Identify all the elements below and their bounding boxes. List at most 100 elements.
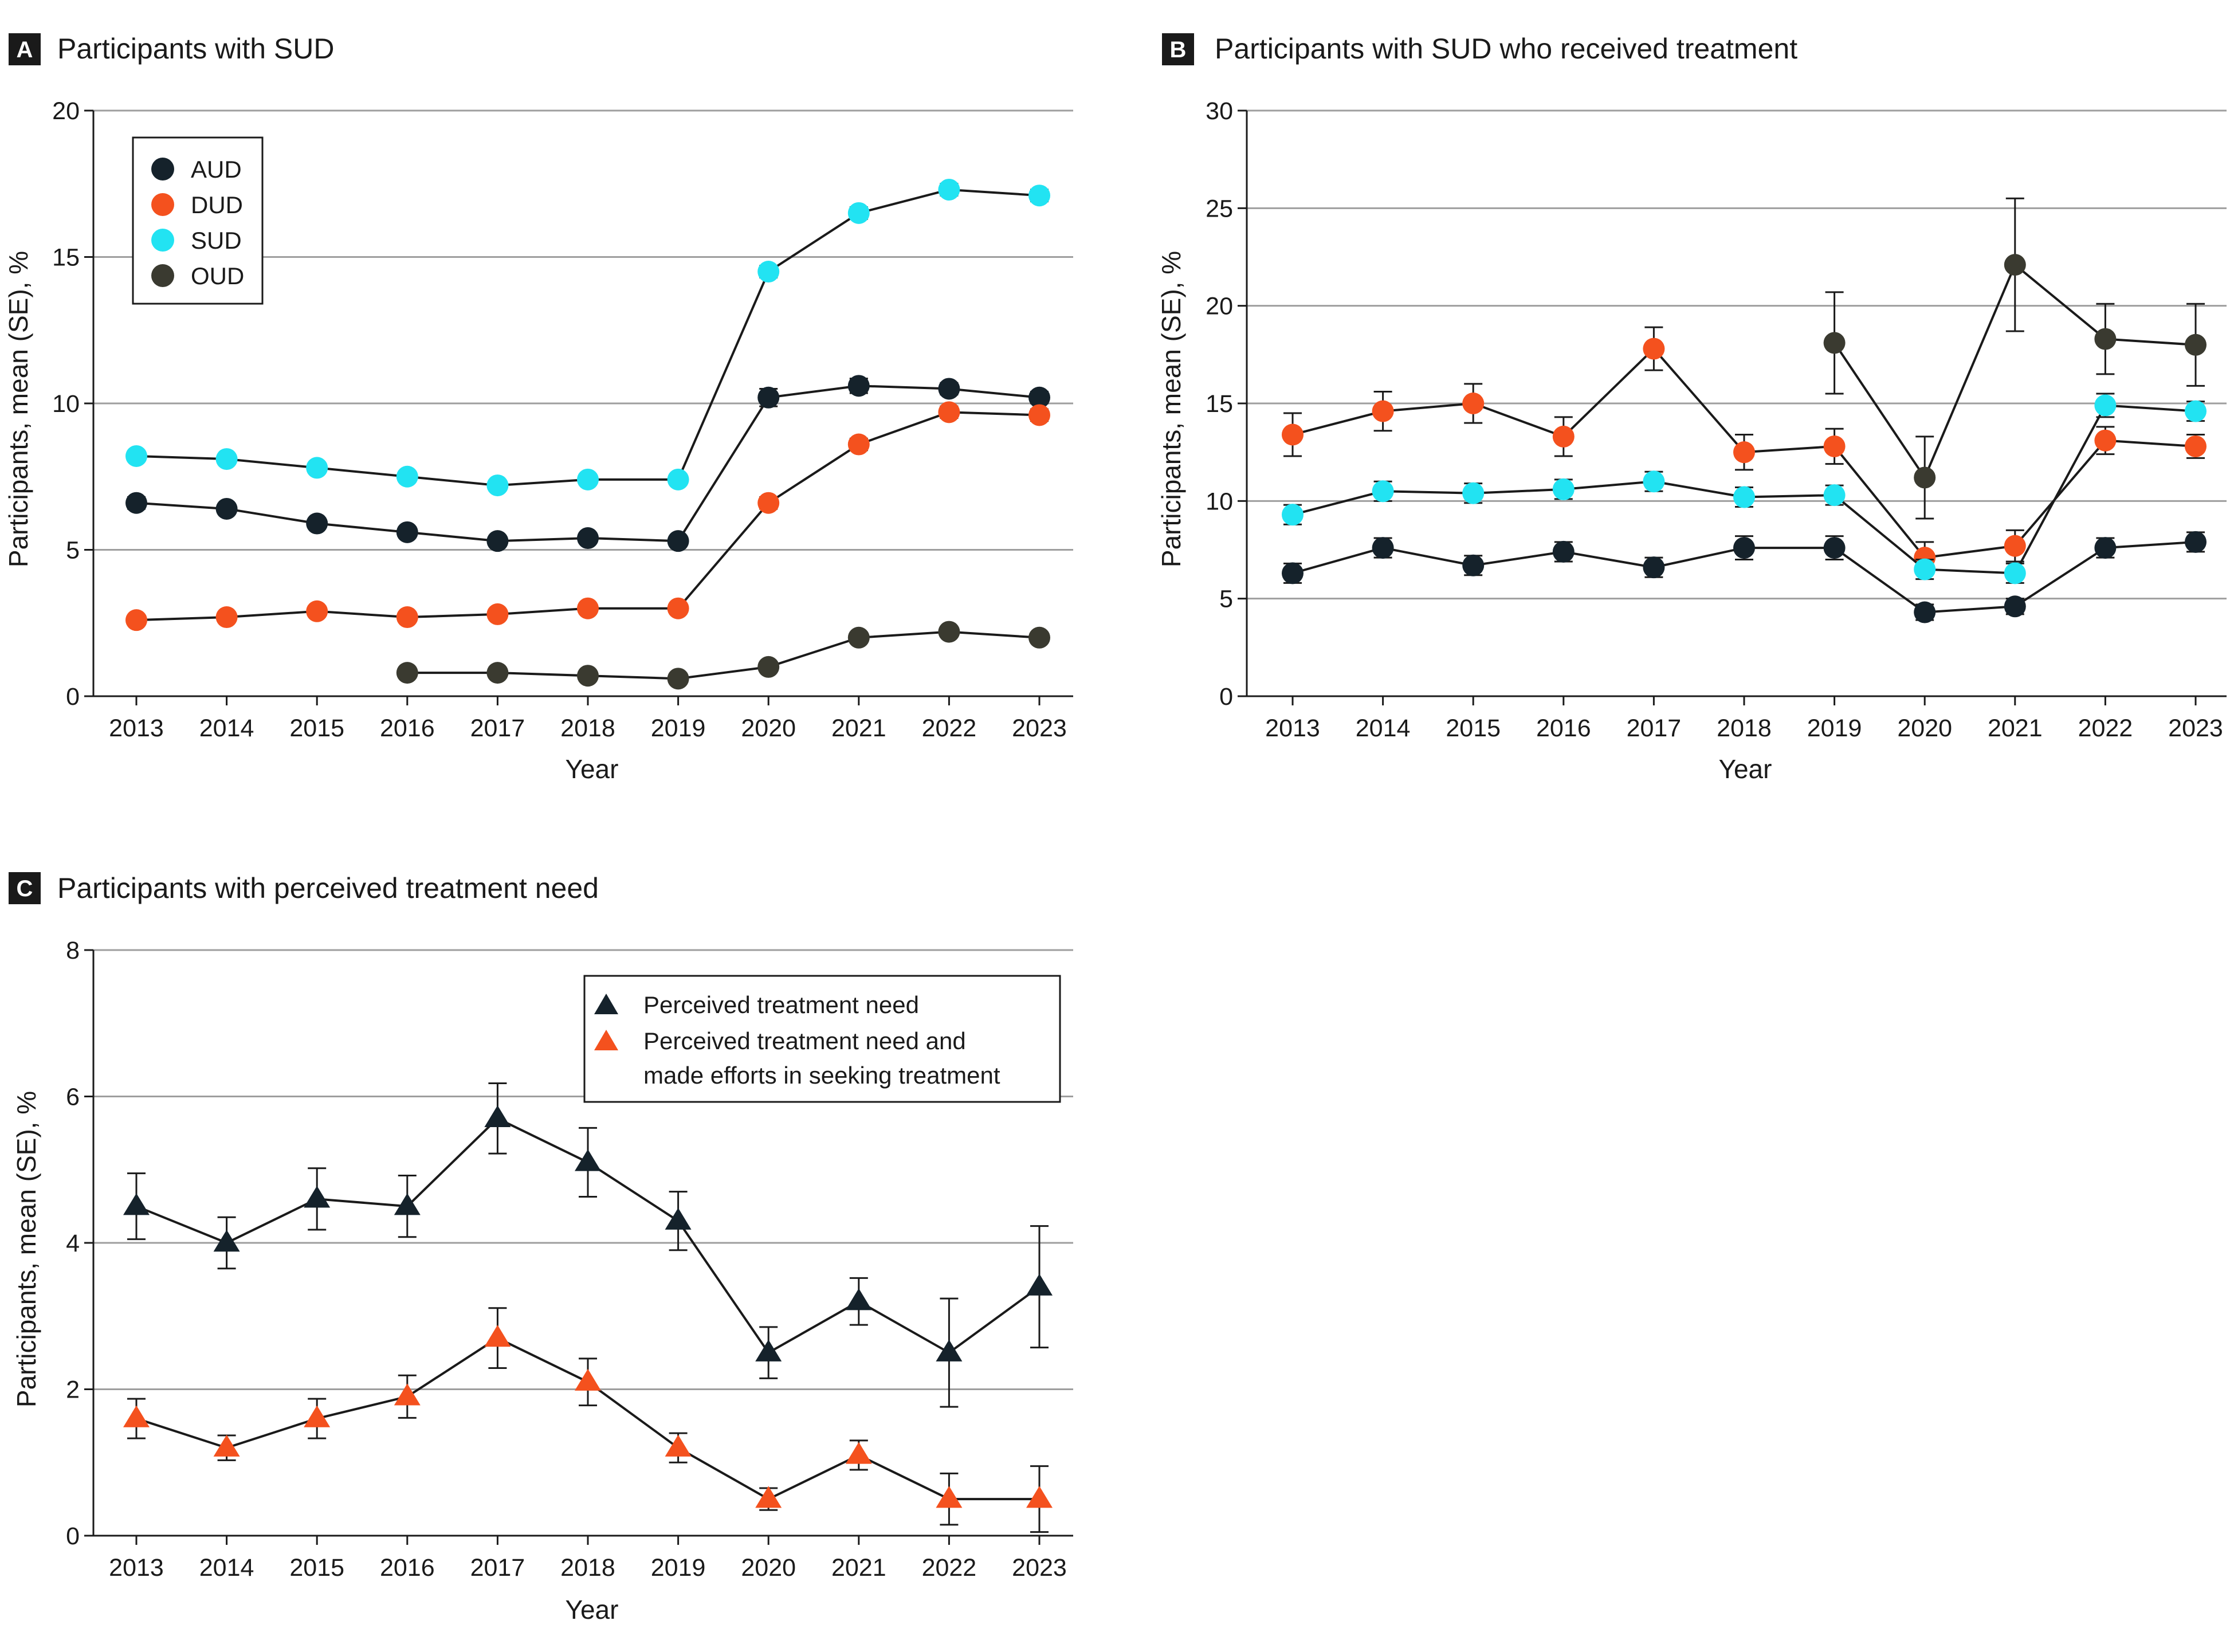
panel-a-x-tick-label: 2021 (831, 715, 886, 742)
legend-need-label: Perceived treatment need (643, 991, 919, 1018)
panel-b-series-sud-point (1462, 482, 1485, 504)
panel-b-y-tick-label: 30 (1206, 97, 1233, 125)
panel-b-series-oud-point (2094, 328, 2117, 350)
panel-c-series-perceived-treatment-need-point (845, 1288, 872, 1310)
panel-a-x-axis-title: Year (566, 754, 619, 784)
legend-dud-label: DUD (191, 191, 243, 218)
panel-c-letter: C (17, 876, 33, 901)
panel-a-series-sud-point (486, 474, 509, 497)
panel-b-x-tick-label: 2021 (1988, 715, 2043, 742)
panel-c-y-tick-label: 6 (66, 1084, 80, 1111)
panel-a-y-axis-title: Participants, mean (SE), % (3, 251, 33, 567)
panel-a-x-tick-label: 2022 (922, 715, 977, 742)
panel-c-series-perceived-treatment-need-and-made-efforts-in-seeking-treatment-point (755, 1486, 782, 1508)
panel-c-series-perceived-treatment-need-point (213, 1230, 240, 1252)
panel-a-series-aud-point (577, 527, 599, 550)
panel-b-title: Participants with SUD who received treat… (1215, 33, 1797, 65)
panel-b-series-sud-point (2094, 394, 2117, 417)
panel-b-series-sud-point (1282, 504, 1304, 526)
panel-a-series-oud-point (1028, 626, 1050, 649)
panel-b-y-tick-label: 25 (1206, 195, 1233, 222)
panel-c: C Participants with perceived treatment … (9, 872, 1073, 1624)
panel-c-series-perceived-treatment-need-point (484, 1105, 511, 1128)
panel-b-x-axis-title: Year (1719, 754, 1772, 784)
panel-b-y-axis-title: Participants, mean (SE), % (1156, 251, 1186, 567)
panel-a-letter: A (17, 37, 33, 62)
panel-b-series-sud-point (1914, 558, 1936, 580)
panel-a-series-dud-point (938, 401, 960, 423)
panel-b-series-oud-point (2185, 333, 2207, 356)
panel-b-series-aud-point (2094, 537, 2117, 559)
panel-a-series-dud-point (306, 600, 328, 622)
legend-aud-marker (151, 158, 174, 180)
panel-c-series-perceived-treatment-need-and-made-efforts-in-seeking-treatment-point (484, 1325, 511, 1347)
legend-oud-marker (151, 264, 174, 287)
panel-b-x-tick-label: 2018 (1717, 715, 1772, 742)
panel-a-series-aud-point (757, 386, 780, 409)
panel-c-series-perceived-treatment-need-and-made-efforts-in-seeking-treatment-point (936, 1486, 963, 1508)
panel-a-x-tick-label: 2019 (651, 715, 706, 742)
legend-need-effort-label-line2: made efforts in seeking treatment (643, 1062, 1000, 1089)
panel-b-y-tick-label: 20 (1206, 293, 1233, 320)
panel-c-series-perceived-treatment-need-point (755, 1339, 782, 1361)
panel-a-series-sud-point (757, 261, 780, 283)
panel-a-series-sud-point (847, 202, 870, 224)
panel-b-series-aud-point (1823, 537, 1846, 559)
panel-a-x-tick-label: 2016 (380, 715, 435, 742)
panel-a-y-tick-label: 0 (66, 683, 80, 711)
panel-c-y-tick-label: 4 (66, 1230, 80, 1257)
panel-a-x-tick-label: 2013 (109, 715, 164, 742)
panel-a-series-sud-point (306, 457, 328, 479)
panel-b-series-aud-point (1643, 556, 1665, 579)
panel-a-series-sud-point (396, 465, 418, 488)
panel-b-y-tick-label: 10 (1206, 488, 1233, 515)
panel-b-x-tick-label: 2013 (1265, 715, 1320, 742)
panel-c-x-tick-label: 2015 (289, 1554, 344, 1582)
panel-b-series-sud-point (2004, 562, 2026, 584)
panel-c-y-axis-title: Participants, mean (SE), % (11, 1091, 41, 1407)
panel-b-y-tick-label: 5 (1219, 586, 1233, 613)
panel-b-series-dud-point (1372, 400, 1394, 422)
panel-a-letter-box (9, 33, 41, 65)
panel-a-series-dud-point (1028, 404, 1050, 426)
panel-a-series-sud-point (667, 468, 689, 491)
panel-a-y-tick-label: 20 (52, 97, 80, 125)
panel-c-x-tick-label: 2022 (922, 1554, 977, 1582)
panel-c-series-perceived-treatment-need-and-made-efforts-in-seeking-treatment-point (575, 1368, 601, 1391)
panel-c-x-tick-label: 2020 (741, 1554, 796, 1582)
panel-a-series-oud-point (847, 626, 870, 649)
panel-a-series-aud-point (667, 530, 689, 552)
panel-b-series-oud-point (1914, 466, 1936, 489)
panel-b-series-aud-point (2004, 595, 2026, 618)
panel-a-series-dud-point (486, 603, 509, 625)
panel-b: B Participants with SUD who received tre… (1156, 33, 2227, 784)
panel-a-series-dud-point (757, 492, 780, 514)
legend-dud-marker (151, 193, 174, 216)
panel-b-letter: B (1170, 37, 1187, 62)
panel-a-plot: 0 5 10 15 20 2013 2014 2015 2016 2017 2018 2019 2020… (52, 97, 1073, 742)
panel-b-series-sud-point (1552, 478, 1575, 500)
panel-a-series-oud-point (757, 656, 780, 678)
panel-b-series-oud-point (1823, 332, 1846, 354)
panel-b-series-dud-point (1282, 423, 1304, 446)
panel-b-series-dud-point (2185, 435, 2207, 457)
panel-a-x-tick-label: 2020 (741, 715, 796, 742)
panel-a-series-sud-point (938, 178, 960, 201)
panel-c-title: Participants with perceived treatment ne… (57, 872, 599, 904)
panel-a-series-dud-point (396, 606, 418, 629)
panel-a-series-oud-line (407, 630, 1040, 680)
panel-b-x-tick-label: 2016 (1536, 715, 1591, 742)
panel-a-series-dud-point (847, 433, 870, 456)
panel-c-y-tick-label: 2 (66, 1376, 80, 1404)
panel-b-series-aud-point (1462, 554, 1485, 576)
panel-c-series-perceived-treatment-need-and-made-efforts-in-seeking-treatment-point (665, 1434, 692, 1457)
panel-a-series-aud-point (396, 521, 418, 543)
panel-a-x-tick-label: 2015 (289, 715, 344, 742)
panel-b-series-aud-point (2185, 531, 2207, 553)
panel-a-x-tick-label: 2018 (560, 715, 615, 742)
panel-c-series-perceived-treatment-need-and-made-efforts-in-seeking-treatment-point (1026, 1486, 1053, 1508)
legend-oud-label: OUD (191, 262, 244, 289)
panel-c-series-perceived-treatment-need-and-made-efforts-in-seeking-treatment-point (123, 1405, 150, 1427)
panel-a-series-oud-point (396, 662, 418, 684)
